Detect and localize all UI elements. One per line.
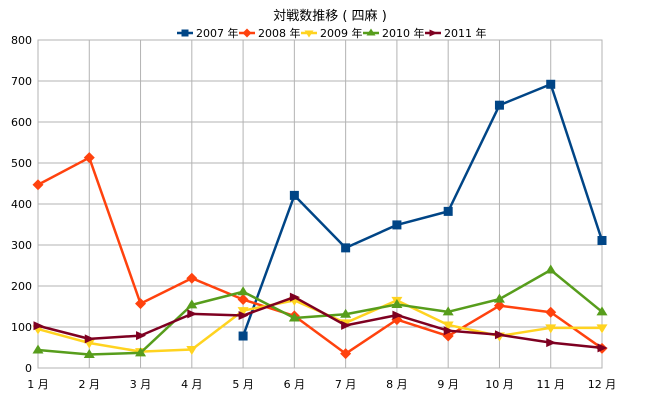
data-point [340,348,352,360]
legend-label: 2008 年 [258,26,301,40]
data-point [186,272,198,284]
y-tick-label: 800 [11,34,32,47]
series-2011-年 [33,292,608,353]
data-point [596,306,608,316]
x-tick-label: 9 月 [437,378,459,391]
data-point [596,324,608,334]
data-point [83,348,95,358]
y-tick-label: 300 [11,239,32,252]
data-point [288,312,300,322]
y-tick-label: 600 [11,116,32,129]
plot-area-border [37,39,603,369]
data-point [442,321,454,331]
legend-marker [181,29,189,37]
data-point [546,338,557,348]
x-tick-label: 3 月 [130,378,152,391]
data-point [391,298,403,308]
data-point [84,334,95,344]
data-point [289,190,299,200]
y-tick-label: 700 [11,75,32,88]
data-point [494,100,504,110]
series-2008-年 [32,152,608,360]
legend-item: 2007 年 [177,26,239,40]
data-point [237,307,249,317]
x-tick-label: 11 月 [536,378,565,391]
data-point [186,299,198,309]
series-line [37,268,603,356]
data-point [32,344,44,354]
data-point [443,206,453,216]
legend-label: 2007 年 [196,26,239,40]
legend-label: 2011 年 [444,26,487,40]
x-tick-label: 5 月 [232,378,254,391]
data-point [83,152,95,164]
x-tick-label: 2 月 [79,378,101,391]
data-point [443,326,454,336]
legend-item: 2010 年 [363,26,425,40]
data-point [187,309,198,319]
data-point [545,264,557,274]
legend-item: 2008 年 [239,26,301,40]
legend-item: 2009 年 [301,26,363,40]
y-tick-label: 200 [11,280,32,293]
x-tick-label: 4 月 [181,378,203,391]
gridlines [37,39,603,369]
legend-marker [242,28,252,38]
data-point [340,308,352,318]
data-point [545,306,557,318]
legend-label: 2010 年 [382,26,425,40]
x-tick-label: 12 月 [588,378,617,391]
data-point [33,321,44,331]
legend-marker [429,29,438,37]
chart-title: 対戦数推移 ( 四麻 ) [273,9,387,24]
series-layer [32,79,608,360]
legend: 2007 年 2008 年 2009 年 2010 年 2011 年 [177,26,487,40]
legend-label: 2009 年 [320,26,363,40]
data-point [341,243,351,253]
data-point [494,330,505,340]
data-point [546,79,556,89]
data-point [237,286,249,296]
legend-marker [304,30,314,38]
data-point [32,179,44,191]
data-point [597,343,608,353]
axes: 0 100 200 300 400 500 600 700 800 1 月 2 月 3 月 4 月 5 月… [11,34,616,391]
data-point [442,306,454,316]
x-tick-label: 10 月 [485,378,514,391]
y-tick-label: 0 [25,362,32,375]
y-tick-label: 100 [11,321,32,334]
series-line [37,156,603,355]
data-point [341,320,352,330]
data-point [545,324,557,334]
data-point [493,300,505,312]
data-point [238,331,248,341]
data-point [392,220,402,230]
x-tick-label: 1 月 [27,378,49,391]
legend-marker [366,28,376,36]
x-tick-label: 6 月 [284,378,306,391]
data-point [493,293,505,303]
data-point [238,311,249,321]
data-point [135,347,147,357]
series-line [241,83,604,337]
data-point [136,331,147,341]
y-tick-label: 500 [11,157,32,170]
x-tick-label: 7 月 [335,378,357,391]
data-point [186,346,198,356]
data-point [135,298,147,310]
series-line [37,295,603,350]
data-point [392,310,403,320]
legend-item: 2011 年 [425,26,487,40]
data-point [237,294,249,306]
series-2010-年 [32,264,608,358]
data-point [597,235,607,245]
data-point [289,292,300,302]
series-2007-年 [238,79,607,341]
x-tick-label: 8 月 [386,378,408,391]
y-tick-label: 400 [11,198,32,211]
